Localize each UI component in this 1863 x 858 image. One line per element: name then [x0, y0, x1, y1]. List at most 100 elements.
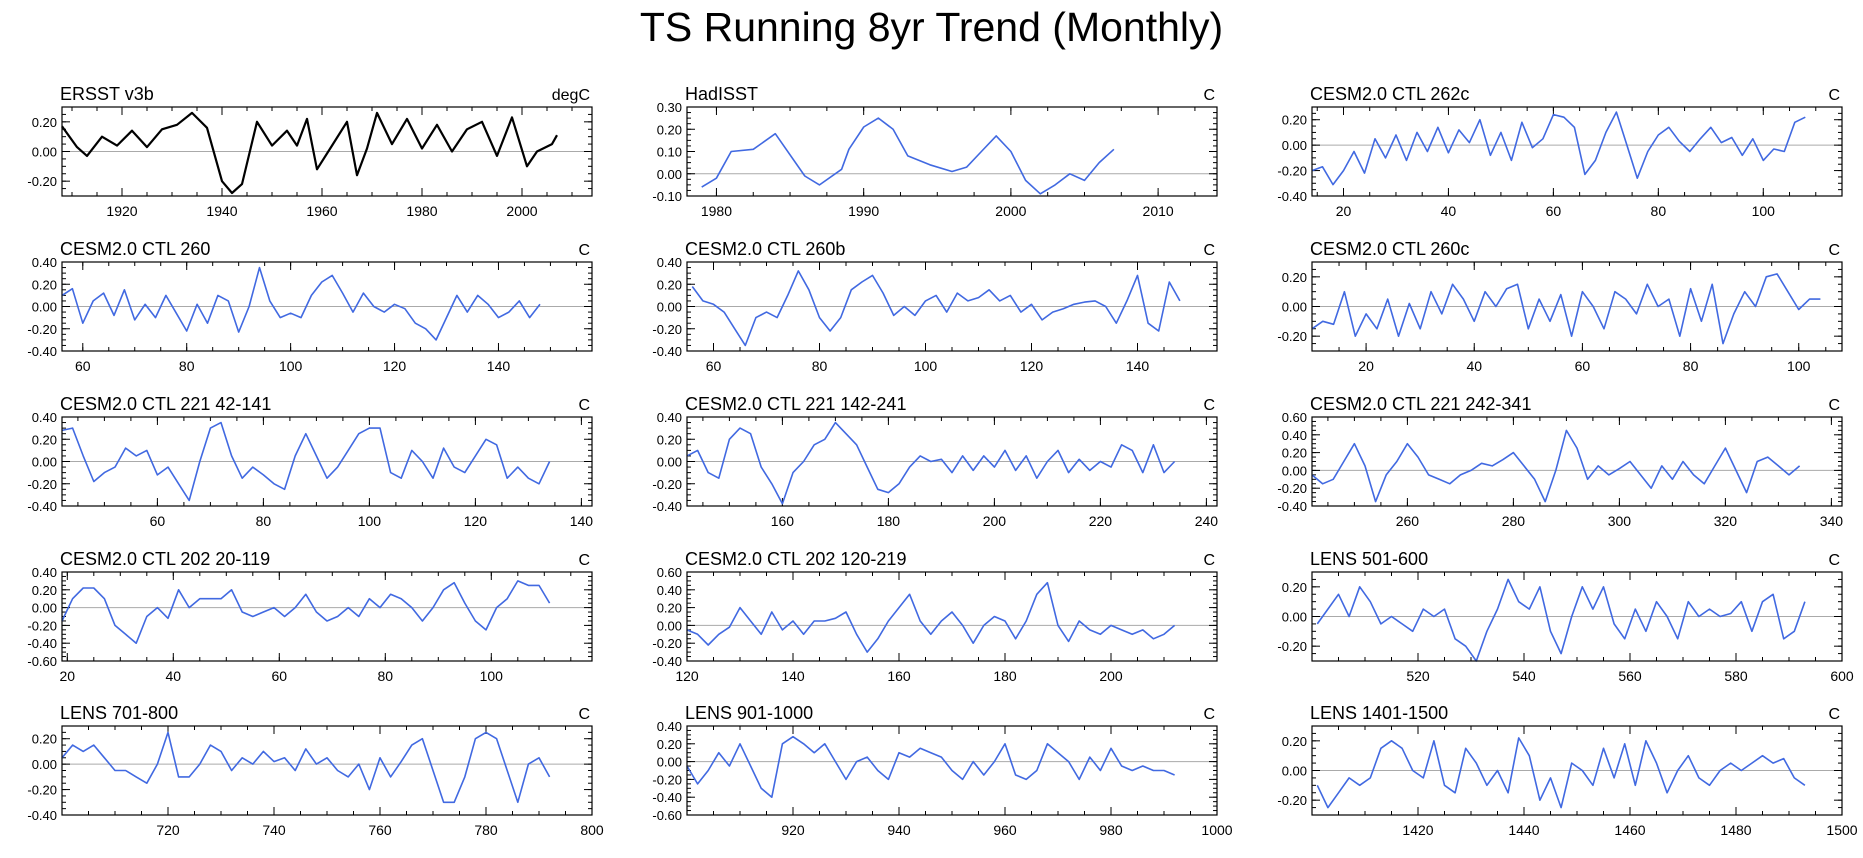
y-tick-label: -0.40: [652, 790, 682, 805]
y-tick-label: -0.60: [27, 654, 57, 669]
panel-units: C: [578, 397, 590, 414]
y-tick-label: 0.00: [1282, 300, 1307, 315]
y-tick-label: -0.60: [652, 808, 682, 823]
x-tick-label: 100: [1752, 203, 1776, 219]
panel-title: CESM2.0 CTL 221 42-141: [60, 394, 271, 414]
panel-6: CESM2.0 CTL 260c C 20 40 60 80 100 -0.20 0.00 0.2…: [1277, 239, 1843, 374]
panel-title: CESM2.0 CTL 260: [60, 239, 210, 259]
panel-15: LENS 1401-1500 C 1420 1440 1460 1480 1500 -0.20…: [1277, 703, 1857, 838]
plot-frame: [61, 725, 593, 816]
series-line: [686, 735, 1175, 799]
x-tick-label: 260: [1396, 513, 1420, 529]
y-tick-label: 0.00: [1282, 138, 1307, 153]
x-tick-label: 960: [993, 822, 1017, 838]
plot-frame: [1311, 725, 1843, 816]
x-tick-label: 40: [166, 668, 182, 684]
x-tick-label: 320: [1714, 513, 1738, 529]
x-tick-label: 20: [1358, 358, 1374, 374]
panel-title: CESM2.0 CTL 260c: [1310, 239, 1469, 259]
panel-units: C: [1203, 87, 1215, 104]
x-tick-label: 180: [877, 513, 901, 529]
y-tick-label: 0.00: [32, 145, 57, 160]
x-tick-label: 1440: [1508, 822, 1539, 838]
y-tick-label: 0.20: [657, 122, 682, 137]
y-tick-label: 0.00: [657, 618, 682, 633]
x-tick-label: 2010: [1143, 203, 1174, 219]
y-tick-label: -0.20: [652, 636, 682, 651]
x-tick-label: 760: [368, 822, 392, 838]
panel-title: CESM2.0 CTL 221 242-341: [1310, 394, 1531, 414]
series-line: [1311, 429, 1801, 503]
panel-12: LENS 501-600 C 520 540 560 580 600 -0.20 0.00 0.2…: [1277, 549, 1854, 684]
x-tick-label: 1940: [206, 203, 237, 219]
x-tick-label: 100: [480, 668, 504, 684]
x-tick-label: 120: [464, 513, 488, 529]
series-line: [686, 581, 1176, 653]
x-tick-label: 800: [580, 822, 604, 838]
plot-frame: [686, 416, 1218, 507]
plot-frame: [61, 416, 593, 507]
x-tick-label: 100: [358, 513, 382, 529]
plot-frame: [61, 571, 593, 662]
y-tick-label: -0.20: [27, 174, 57, 189]
y-tick-label: -0.40: [27, 636, 57, 651]
x-tick-label: 280: [1502, 513, 1526, 529]
y-tick-label: 0.00: [32, 300, 57, 315]
x-tick-label: 1480: [1720, 822, 1751, 838]
y-tick-label: 0.20: [32, 732, 57, 747]
panel-title: HadISST: [685, 84, 758, 104]
y-tick-label: 0.00: [657, 300, 682, 315]
x-tick-label: 520: [1406, 668, 1430, 684]
panel-units: C: [1828, 552, 1840, 569]
plot-frame: [686, 725, 1218, 816]
x-tick-label: 60: [1546, 203, 1562, 219]
panel-units: C: [1828, 242, 1840, 259]
y-tick-label: 0.20: [1282, 270, 1307, 285]
figure-title: TS Running 8yr Trend (Monthly): [639, 4, 1224, 50]
x-tick-label: 600: [1830, 668, 1854, 684]
y-tick-label: 0.40: [657, 410, 682, 425]
x-tick-label: 160: [771, 513, 795, 529]
y-tick-label: 0.20: [32, 432, 57, 447]
series-line: [1311, 273, 1821, 345]
x-tick-label: 60: [706, 358, 722, 374]
y-tick-label: -0.40: [1277, 189, 1307, 204]
y-tick-label: -0.20: [1277, 329, 1307, 344]
panel-units: C: [1828, 87, 1840, 104]
series-line: [61, 421, 551, 502]
plot-frame: [686, 571, 1218, 662]
x-tick-label: 340: [1820, 513, 1844, 529]
series-line: [1316, 578, 1806, 662]
x-tick-label: 180: [993, 668, 1017, 684]
y-tick-label: -0.20: [1277, 793, 1307, 808]
series-line: [691, 270, 1181, 347]
x-tick-label: 560: [1618, 668, 1642, 684]
y-tick-label: -0.20: [27, 477, 57, 492]
x-tick-label: 540: [1512, 668, 1536, 684]
y-tick-label: 0.40: [32, 565, 57, 580]
x-tick-label: 1990: [848, 203, 879, 219]
y-tick-label: -0.40: [1277, 499, 1307, 514]
x-tick-label: 120: [1020, 358, 1044, 374]
y-tick-label: -0.20: [27, 783, 57, 798]
y-tick-label: -0.40: [27, 808, 57, 823]
x-tick-label: 60: [1575, 358, 1591, 374]
x-tick-label: 1980: [701, 203, 732, 219]
x-tick-label: 80: [1651, 203, 1667, 219]
x-tick-label: 100: [279, 358, 303, 374]
panel-units: degC: [552, 87, 590, 104]
x-tick-label: 1980: [406, 203, 437, 219]
series-line: [1316, 737, 1806, 809]
panel-9: CESM2.0 CTL 221 242-341 C 260 280 300 320 340 -…: [1277, 394, 1843, 529]
panel-title: CESM2.0 CTL 221 142-241: [685, 394, 906, 414]
y-tick-label: -0.20: [652, 772, 682, 787]
y-tick-label: 0.20: [657, 432, 682, 447]
y-tick-label: -0.20: [27, 618, 57, 633]
panel-2: HadISST C 1980 1990 2000 2010 -0.10 0.00 0.10 0.2…: [652, 84, 1218, 219]
panel-14: LENS 901-1000 C 920 940 960 980 1000 -0.60 -0.40…: [652, 703, 1232, 838]
plot-frame: [1311, 416, 1843, 507]
y-tick-label: 0.00: [1282, 610, 1307, 625]
y-tick-label: 0.00: [657, 167, 682, 182]
plot-frame: [1311, 571, 1843, 662]
x-tick-label: 100: [1787, 358, 1811, 374]
